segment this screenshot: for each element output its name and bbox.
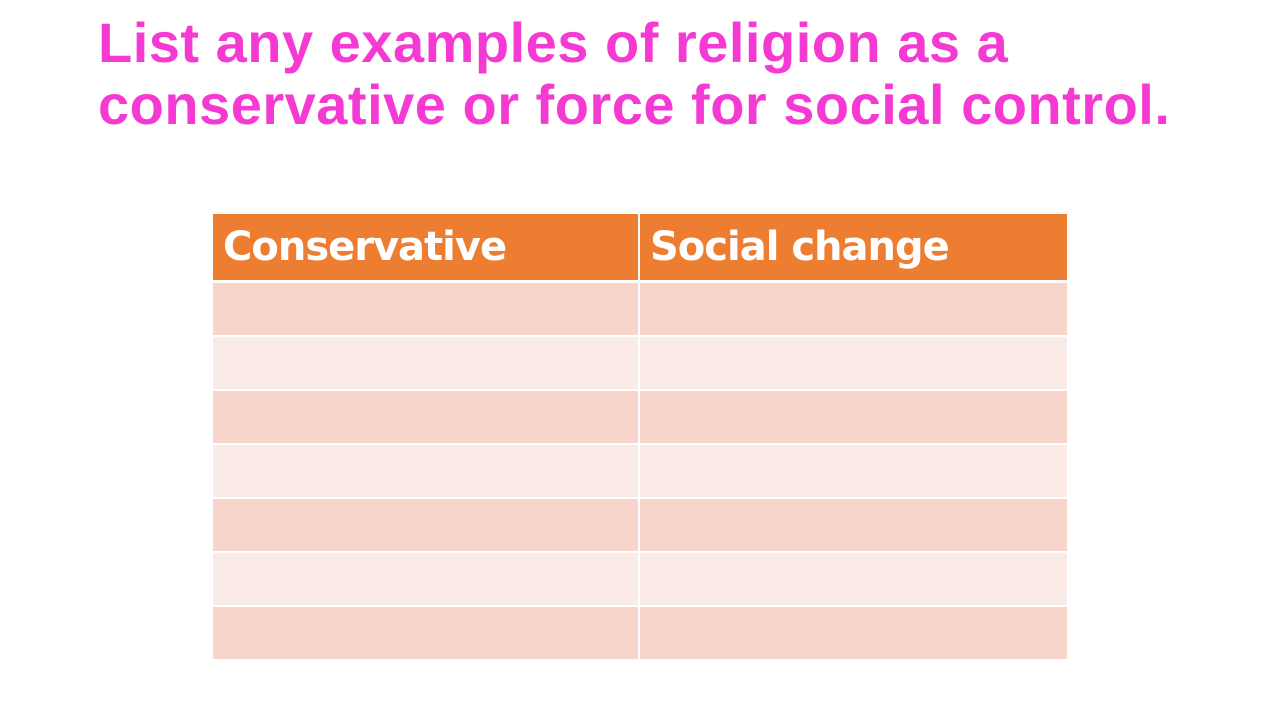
table-cell-conservative[interactable] xyxy=(213,444,640,499)
table-cell-conservative[interactable] xyxy=(213,552,640,607)
table-cell-conservative[interactable] xyxy=(213,336,640,391)
table-cell-social-change[interactable] xyxy=(639,336,1067,391)
table-cell-social-change[interactable] xyxy=(639,606,1067,659)
table-cell-social-change[interactable] xyxy=(639,281,1067,337)
table-row xyxy=(213,552,1067,607)
table-row xyxy=(213,444,1067,499)
table-cell-conservative[interactable] xyxy=(213,498,640,553)
table-row xyxy=(213,498,1067,553)
table-row xyxy=(213,390,1067,445)
table-cell-conservative[interactable] xyxy=(213,390,640,445)
table-row xyxy=(213,606,1067,659)
table-row xyxy=(213,336,1067,391)
table-cell-conservative[interactable] xyxy=(213,281,640,337)
column-header-social-change: Social change xyxy=(639,214,1067,283)
table-cell-social-change[interactable] xyxy=(639,552,1067,607)
slide-title: List any examples of religion as a conse… xyxy=(98,11,1171,136)
table-cell-social-change[interactable] xyxy=(639,498,1067,553)
table-header-row: Conservative Social change xyxy=(213,214,1067,283)
table-cell-conservative[interactable] xyxy=(213,606,640,659)
table-cell-social-change[interactable] xyxy=(639,390,1067,445)
table-cell-social-change[interactable] xyxy=(639,444,1067,499)
column-header-conservative: Conservative xyxy=(213,214,640,283)
examples-table: Conservative Social change xyxy=(213,214,1067,659)
table-row xyxy=(213,281,1067,337)
